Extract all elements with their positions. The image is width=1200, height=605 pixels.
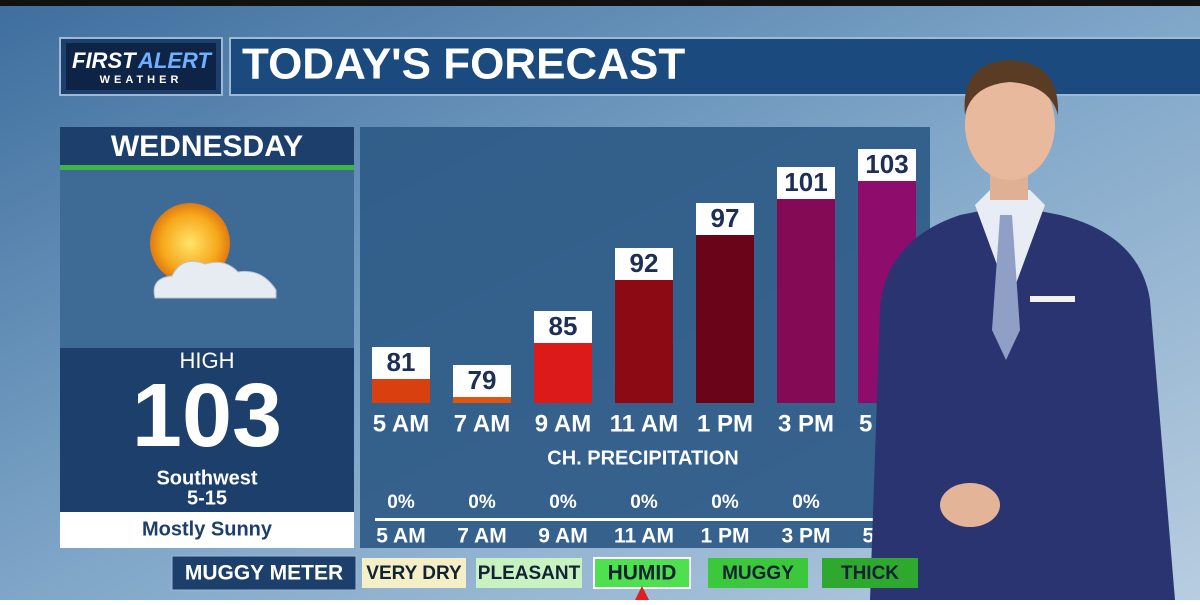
meter-level: HUMID [608, 562, 677, 585]
precip-title: CH. PRECIPITATION [547, 447, 738, 469]
meter-pointer [635, 586, 649, 600]
wind-speed: 5-15 [187, 487, 227, 509]
logo-weather: WEATHER [100, 74, 183, 86]
category-label: 11 AM [610, 410, 678, 437]
meter-level: PLEASANT [478, 563, 581, 584]
day-header [60, 127, 354, 167]
bar [696, 235, 754, 403]
precip-time: 1 PM [700, 525, 749, 548]
precip-time: 11 AM [614, 525, 674, 548]
high-box [60, 348, 354, 512]
precip-time: 9 AM [538, 525, 587, 548]
value-label: 81 [387, 347, 416, 377]
meter-level-box [708, 558, 808, 588]
logo-inner [66, 43, 216, 90]
condition-box [60, 512, 354, 548]
meter-level: MUGGY [722, 563, 794, 584]
precip-time: 7 AM [457, 525, 506, 548]
precip-chance: 0% [387, 492, 415, 513]
category-label: 1 PM [697, 410, 753, 437]
value-label-box [696, 203, 754, 235]
meter-title: MUGGY METER [185, 562, 343, 585]
condition: Mostly Sunny [142, 518, 273, 540]
bar [534, 343, 592, 403]
bar [777, 199, 835, 403]
bar [615, 280, 673, 403]
value-label: 79 [468, 365, 497, 395]
meter-level-box [593, 557, 691, 589]
value-label: 101 [784, 167, 827, 197]
precip-chance: 0% [711, 492, 739, 513]
precip-divider [375, 518, 911, 521]
meter-level-box [362, 558, 466, 588]
precip-chance: 0% [630, 492, 658, 513]
high-label: HIGH [180, 348, 235, 373]
value-label-box [777, 167, 835, 199]
precip-chance: 0% [549, 492, 577, 513]
presenter [870, 60, 1175, 600]
value-label: 85 [549, 311, 578, 341]
value-label-box [453, 365, 511, 397]
day: WEDNESDAY [111, 130, 303, 163]
precip-panel [360, 445, 920, 548]
category-label: 5 AM [373, 410, 429, 437]
value-label-box [534, 311, 592, 343]
precip-time: 5 AM [376, 525, 425, 548]
value-label-box [615, 248, 673, 280]
bar [453, 397, 511, 403]
precip-chance: 0% [792, 492, 820, 513]
top-strip [0, 0, 1200, 6]
category-label: 9 AM [535, 410, 591, 437]
logo-alert: ALERT [137, 48, 212, 73]
meter-level: THICK [841, 563, 899, 584]
category-label: 7 AM [454, 410, 510, 437]
precip-time: 3 PM [781, 525, 830, 548]
cloud-icon [153, 260, 277, 299]
meter-level-box [476, 558, 582, 588]
title: TODAY'S FORECAST [242, 40, 685, 89]
day-underline [60, 165, 354, 170]
logo-first: FIRST [72, 48, 137, 73]
value-label-box [372, 347, 430, 379]
value-label: 92 [630, 248, 659, 278]
meter-title-box [171, 555, 357, 591]
category-label: 3 PM [778, 410, 834, 437]
value-label: 103 [865, 149, 908, 179]
high-value: 103 [132, 366, 282, 466]
value-label-box [858, 149, 916, 181]
bar [372, 379, 430, 403]
wind-direction: Southwest [156, 467, 257, 489]
meter-level: VERY DRY [366, 563, 462, 584]
value-label: 97 [711, 203, 740, 233]
precip-chance: 0% [468, 492, 496, 513]
meter-level-box [822, 558, 918, 588]
